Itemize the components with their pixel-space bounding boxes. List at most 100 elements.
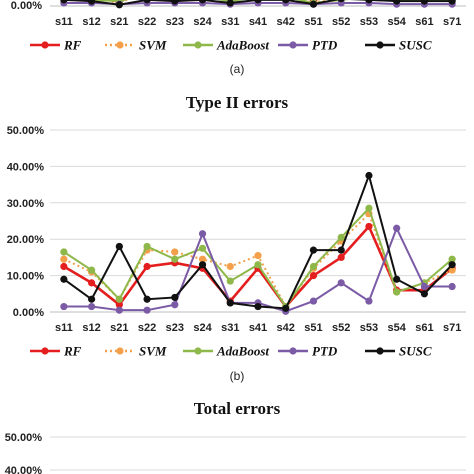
legend-marker [116, 347, 124, 355]
y-tick-label: 20.00% [7, 234, 45, 246]
data-point-susc [393, 0, 401, 5]
data-point-ptd [420, 282, 428, 291]
data-point-susc [198, 0, 207, 4]
x-tick-label: s11 [55, 322, 73, 334]
data-point-susc [88, 0, 96, 5]
data-point-susc [171, 0, 179, 5]
panel-b-y-ticks: 0.00% 10.00% 20.00% 30.00% 40.00% 50.00% [7, 125, 45, 319]
data-point-adaboost [226, 277, 234, 285]
data-point-susc [143, 0, 151, 4]
data-point-ptd [448, 282, 456, 291]
x-tick-label: s41 [249, 322, 267, 334]
x-tick-label: s61 [415, 16, 433, 28]
data-point-susc [115, 1, 123, 9]
data-point-susc [254, 302, 262, 311]
data-point-susc [254, 0, 262, 4]
data-point-rf [365, 222, 373, 231]
x-tick-label: s42 [277, 16, 295, 28]
data-point-svm [254, 251, 262, 260]
x-tick-label: s24 [193, 322, 212, 334]
x-tick-label: s31 [221, 16, 239, 28]
data-point-susc [365, 0, 373, 4]
data-point-ptd [143, 306, 151, 314]
data-point-susc [365, 171, 373, 180]
data-point-ptd [337, 279, 345, 287]
panel-b-series [60, 171, 456, 315]
data-point-susc [448, 0, 456, 5]
legend-label: AdaBoost [216, 38, 269, 53]
panel-a-x-ticks: s11 s12 s21 s22 s23 s24 s31 s41 s42 s51 s52 s53 s54 s… [55, 16, 461, 28]
x-tick-label: s21 [110, 322, 128, 334]
x-tick-label: s71 [443, 16, 461, 28]
data-point-adaboost [143, 242, 151, 251]
data-point-susc [60, 0, 68, 4]
data-point-susc [393, 275, 401, 283]
legend-marker [376, 41, 384, 49]
data-point-susc [420, 0, 428, 5]
legend-label: SVM [139, 344, 167, 359]
data-point-ptd [198, 230, 207, 238]
panel-a-series [60, 0, 456, 9]
data-point-susc [337, 0, 345, 3]
data-point-adaboost [171, 255, 179, 263]
data-point-ptd [365, 297, 373, 305]
panel-b-legend: RF SVM AdaBoost PTD SUSC [30, 344, 432, 359]
panel-c-title: Total errors [194, 399, 281, 418]
data-point-rf [115, 301, 123, 309]
x-tick-label: s53 [360, 16, 378, 28]
y-tick-label: 30.00% [7, 198, 45, 210]
data-point-ptd [60, 302, 68, 311]
data-point-adaboost [365, 204, 373, 212]
panel-b-title: Type II errors [186, 93, 289, 112]
data-point-rf [143, 262, 151, 271]
panel-a: 0.00% s11 s12 s21 s22 s23 s24 s31 s41 s42 s51 s52 s… [11, 0, 466, 76]
legend-label: AdaBoost [216, 344, 269, 359]
legend-label: SUSC [399, 38, 432, 53]
data-point-adaboost [393, 288, 401, 296]
legend-marker [289, 41, 297, 49]
series-line-susc [63, 0, 453, 6]
data-point-susc [309, 246, 318, 254]
x-tick-label: s52 [332, 322, 350, 334]
x-tick-label: s51 [304, 16, 322, 28]
data-point-susc [60, 275, 68, 283]
x-tick-label: s23 [166, 16, 184, 28]
data-point-susc [88, 295, 96, 303]
data-point-ptd [115, 306, 123, 314]
data-point-ptd [309, 297, 318, 305]
data-point-susc [282, 304, 290, 312]
panel-c-y-tick: 40.00% [5, 465, 43, 474]
data-point-susc [282, 0, 290, 4]
x-tick-label: s54 [387, 16, 406, 28]
x-tick-label: s42 [277, 322, 295, 334]
data-point-svm [226, 262, 234, 271]
data-point-rf [88, 279, 96, 287]
x-tick-label: s31 [221, 322, 239, 334]
panel-b-caption: (b) [230, 369, 245, 383]
x-tick-label: s12 [82, 322, 100, 334]
data-point-svm [198, 255, 207, 263]
y-tick-label: 50.00% [7, 125, 45, 137]
legend-label: RF [63, 344, 82, 359]
legend-label: RF [63, 38, 82, 53]
panel-a-caption: (a) [230, 62, 245, 76]
data-point-ptd [88, 302, 96, 311]
legend-label: PTD [312, 38, 338, 53]
legend-label: PTD [312, 344, 338, 359]
x-tick-label: s22 [138, 322, 156, 334]
data-point-adaboost [448, 255, 456, 263]
x-tick-label: s61 [415, 322, 433, 334]
data-point-adaboost [198, 244, 207, 252]
panel-b-gridlines [50, 129, 466, 313]
x-tick-label: s24 [193, 16, 212, 28]
data-point-susc [143, 295, 151, 303]
data-point-adaboost [337, 233, 345, 241]
data-point-susc [115, 242, 123, 251]
data-point-adaboost [254, 261, 262, 269]
panel-b: Type II errors 0.00% 10.00% 20.00% 30.00% 40… [7, 93, 466, 383]
data-point-svm [448, 266, 456, 274]
data-point-susc [337, 246, 345, 254]
panel-a-legend: RF SVM AdaBoost PTD SUSC [30, 38, 432, 53]
legend-marker [41, 41, 49, 49]
